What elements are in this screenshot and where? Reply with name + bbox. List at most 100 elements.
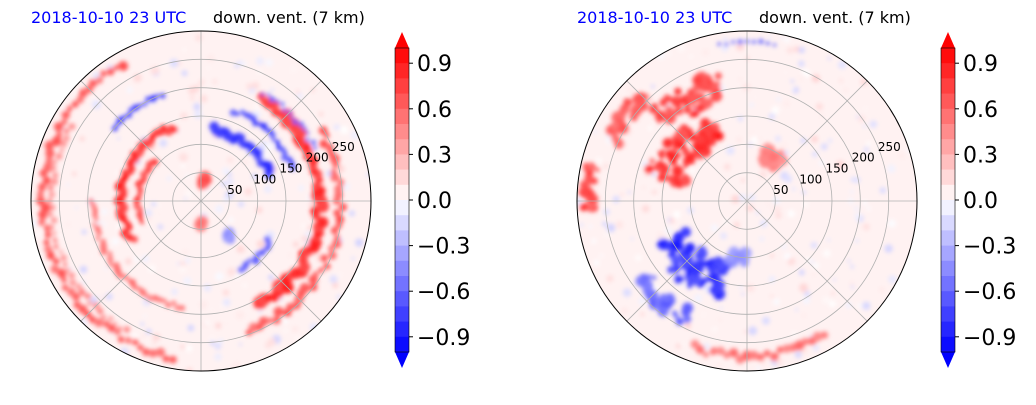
field-arc-cell [290, 115, 294, 120]
field-speckle [804, 291, 811, 297]
field-arc-cell [46, 251, 56, 260]
field-arc-cell [269, 96, 276, 103]
field-speckle [829, 300, 836, 308]
field-speckle [184, 197, 188, 201]
field-arc-cell [327, 150, 335, 157]
field-speckle [701, 48, 710, 57]
field-speckle [638, 297, 645, 305]
field-blob-cell [687, 275, 696, 284]
field-arc-cell [58, 250, 63, 254]
field-speckle [736, 42, 744, 51]
field-speckle [600, 254, 604, 258]
colorbar-band [941, 321, 955, 338]
field-speckle [790, 79, 795, 83]
field-speckle [182, 249, 189, 256]
field-speckle [104, 266, 108, 270]
field-speckle [748, 130, 756, 137]
colorbar-tick-label: 0.3 [417, 143, 452, 168]
colorbar-band [941, 154, 955, 171]
field-blob-cell [623, 97, 633, 107]
field-speckle [606, 223, 616, 233]
field-speckle [642, 186, 646, 190]
field-speckle [329, 275, 338, 284]
field-arc-cell [43, 239, 50, 246]
field-speckle [214, 342, 222, 350]
field-blob-cell [665, 106, 674, 115]
field-arc-cell [330, 172, 340, 182]
field-arc-cell [55, 153, 63, 160]
field-arc-cell [763, 350, 771, 357]
field-blob-cell [670, 239, 683, 252]
field-speckle [838, 78, 844, 83]
field-speckle [724, 163, 731, 170]
field-speckle [783, 150, 789, 155]
field-arc-cell [48, 191, 56, 198]
field-speckle [235, 310, 245, 320]
field-blob-cell [684, 106, 692, 114]
field-arc-cell [96, 76, 103, 84]
field-speckle [742, 83, 751, 92]
field-speckle [866, 206, 871, 211]
field-blob-cell [691, 110, 699, 118]
field-arc-cell [330, 226, 339, 235]
field-speckle [222, 298, 231, 307]
field-speckle [588, 224, 593, 229]
field-arc-cell [39, 169, 48, 178]
field-speckle [204, 320, 209, 326]
field-speckle [243, 283, 247, 288]
field-blob-cell [662, 137, 673, 149]
field-arc-cell [52, 172, 59, 179]
field-speckle [134, 256, 140, 262]
field-blob-cell [707, 79, 713, 85]
field-arc-cell [132, 338, 139, 345]
field-arc-cell [319, 139, 328, 148]
radial-tick-label: 50 [773, 183, 788, 197]
field-blob-cell [641, 275, 646, 280]
field-arc-cell [702, 351, 709, 358]
field-blob-cell [692, 84, 700, 92]
field-speckle [195, 34, 203, 42]
field-speckle [756, 366, 761, 371]
field-speckle [687, 207, 694, 214]
field-speckle [794, 351, 802, 359]
field-speckle [806, 174, 813, 181]
field-arc-cell [142, 348, 150, 356]
field-speckle [615, 221, 624, 229]
field-speckle [746, 283, 755, 293]
field-speckle [256, 57, 264, 65]
field-speckle [850, 176, 856, 183]
field-speckle [150, 66, 160, 75]
field-speckle [726, 146, 735, 155]
field-speckle [773, 298, 780, 305]
field-speckle [860, 78, 868, 86]
field-arc-cell [92, 207, 98, 214]
field-speckle [227, 267, 237, 277]
field-speckle [736, 137, 742, 143]
field-blob-cell [692, 260, 703, 270]
field-speckle [780, 36, 784, 40]
field-blob-cell [695, 143, 706, 154]
field-speckle [770, 254, 774, 258]
polar-outline [576, 30, 918, 372]
field-arc-cell [62, 262, 68, 267]
field-arc-cell [63, 128, 70, 134]
field-speckle [120, 347, 129, 357]
field-speckle [723, 37, 728, 42]
field-speckle [157, 224, 164, 230]
field-arc-cell [263, 235, 272, 243]
field-speckle [157, 211, 163, 217]
field-speckle [264, 342, 272, 349]
colorbar-band [395, 184, 409, 201]
field-arc-cell [179, 305, 186, 311]
field-arc-cell [152, 295, 159, 302]
field-arc-cell [171, 300, 177, 306]
field-speckle [244, 187, 253, 196]
field-speckle [801, 313, 807, 318]
field-arc-cell [319, 254, 328, 263]
field-arc-cell [155, 347, 166, 357]
field-arc-cell [258, 316, 269, 326]
field-arc-cell [334, 184, 343, 194]
field-blob-cell [660, 300, 668, 308]
field-speckle [212, 78, 218, 85]
field-speckle [101, 208, 108, 215]
